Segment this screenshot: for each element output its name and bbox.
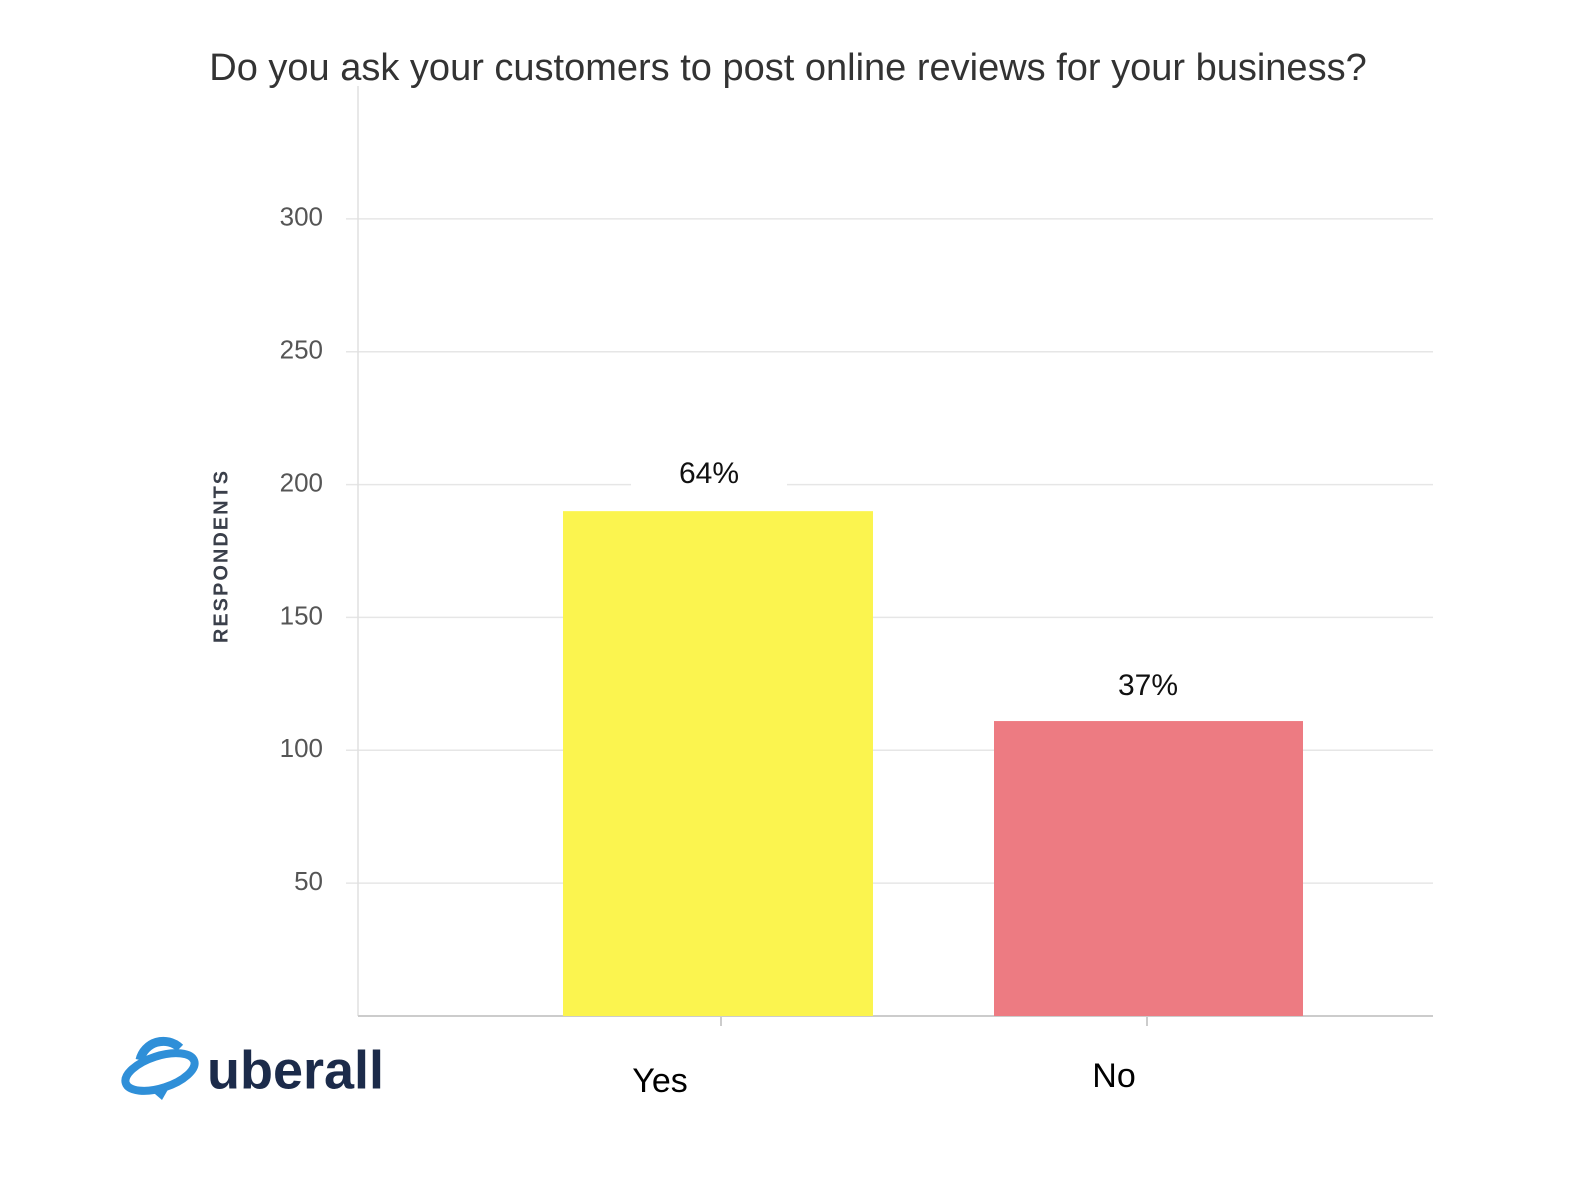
bar	[994, 721, 1303, 1016]
y-tick-label: 100	[280, 733, 323, 763]
y-tick-label: 50	[294, 866, 323, 896]
y-tick-label: 250	[280, 335, 323, 365]
bar	[563, 511, 873, 1016]
y-tick-label: 200	[280, 467, 323, 497]
bar-annotation: 37%	[1118, 669, 1178, 702]
label-background	[1070, 665, 1226, 709]
y-tick-label: 150	[280, 600, 323, 630]
label-background	[631, 453, 787, 497]
y-axis-label: RESPONDENTS	[210, 469, 232, 643]
x-tick-label: No	[1092, 1057, 1135, 1095]
y-tick-label: 300	[280, 202, 323, 232]
x-tick-label: Yes	[632, 1062, 687, 1100]
logo-tip	[148, 1086, 170, 1100]
logo-text: uberall	[207, 1040, 384, 1100]
logo-arc	[135, 1036, 184, 1062]
logo: uberall	[121, 1036, 384, 1100]
bar-annotation: 64%	[679, 457, 739, 490]
chart-title: Do you ask your customers to post online…	[209, 47, 1366, 89]
